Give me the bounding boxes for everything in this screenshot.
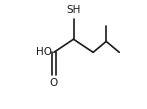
Text: O: O — [50, 78, 58, 89]
Text: HO: HO — [36, 47, 52, 57]
Text: SH: SH — [66, 5, 81, 15]
